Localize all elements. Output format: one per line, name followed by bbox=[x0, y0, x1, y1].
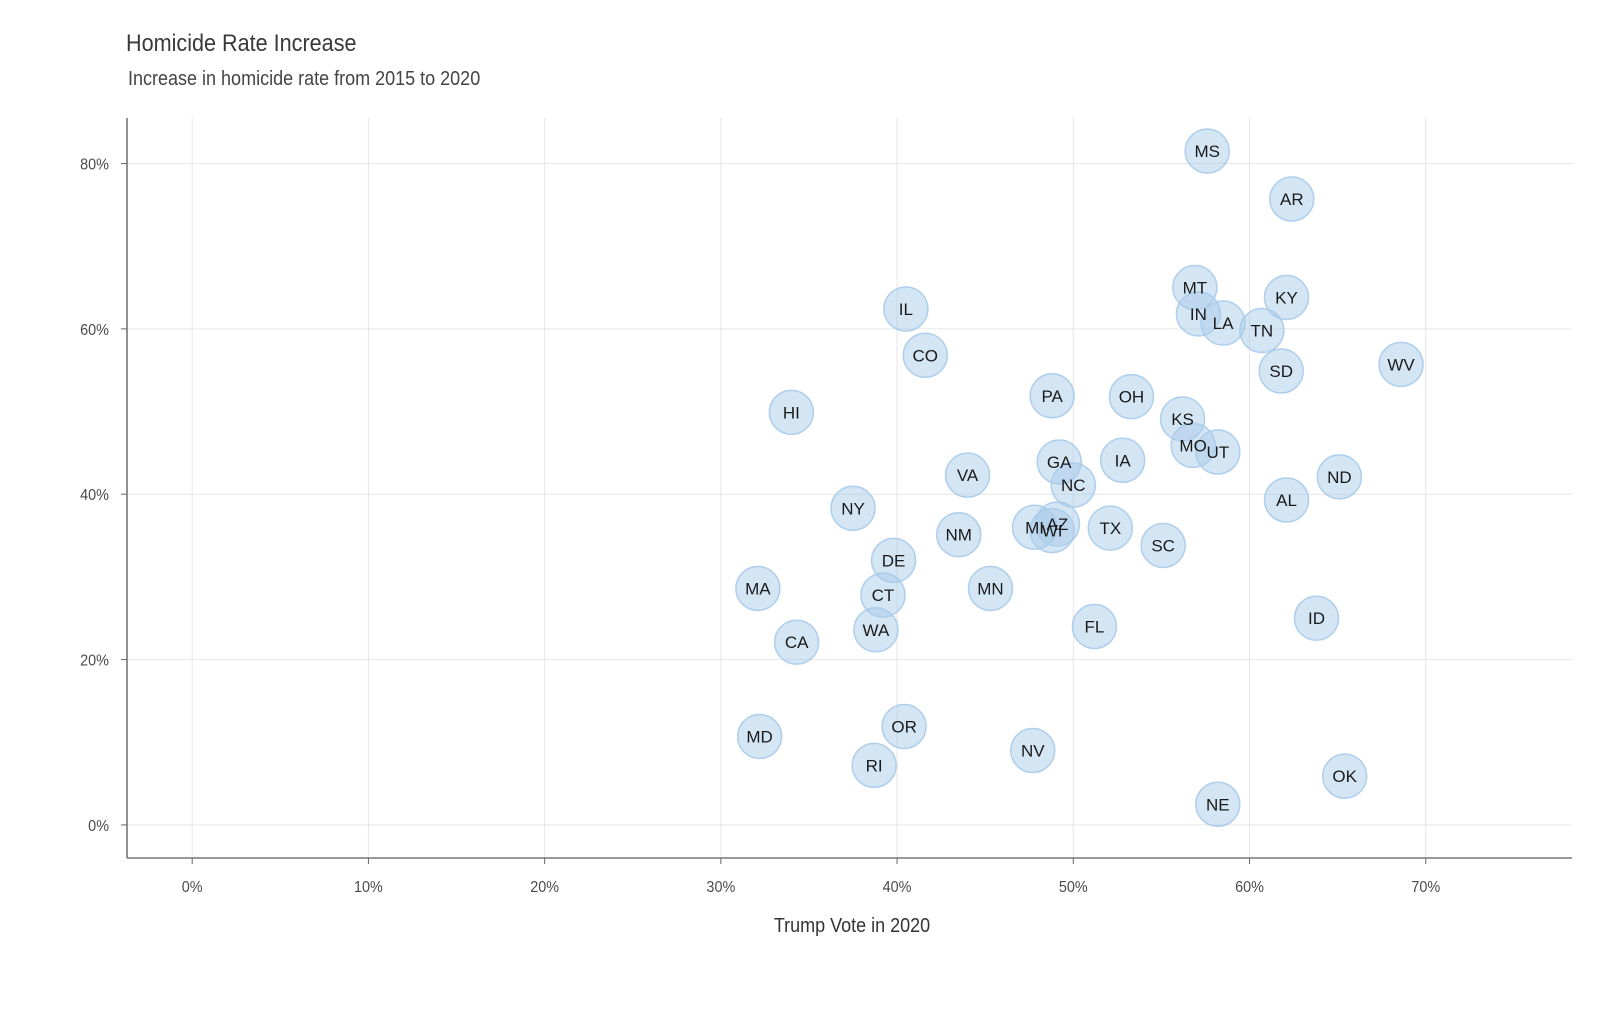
data-point bbox=[1293, 595, 1340, 641]
axes bbox=[121, 118, 1572, 864]
point-label-hi: HI bbox=[783, 403, 800, 422]
point-label-ri: RI bbox=[866, 756, 883, 775]
point-label-ma: MA bbox=[745, 579, 771, 598]
x-tick-label: 70% bbox=[1411, 878, 1440, 896]
point-label-wi: WI bbox=[1042, 522, 1063, 541]
x-axis-title: Trump Vote in 2020 bbox=[774, 915, 930, 937]
x-tick-label: 10% bbox=[354, 878, 383, 896]
point-label-ks: KS bbox=[1171, 410, 1194, 429]
x-tick-label: 50% bbox=[1059, 878, 1088, 896]
data-point bbox=[1140, 522, 1186, 569]
data-point bbox=[1010, 727, 1056, 774]
y-tick-label: 40% bbox=[80, 487, 109, 505]
point-label-md: MD bbox=[746, 727, 772, 746]
point-label-sd: SD bbox=[1269, 362, 1293, 381]
data-point bbox=[883, 286, 929, 332]
point-label-or: OR bbox=[891, 718, 917, 737]
point-label-nv: NV bbox=[1021, 742, 1045, 761]
point-labels: MS AR MT KY IL IN LA TN CO WV SD PA OH HI KS MO UT IA GA VA… bbox=[745, 142, 1415, 814]
point-label-ut: UT bbox=[1206, 443, 1229, 462]
point-label-in: IN bbox=[1190, 305, 1207, 324]
point-label-mi: MI bbox=[1025, 518, 1044, 537]
point-label-ok: OK bbox=[1332, 767, 1357, 786]
point-label-oh: OH bbox=[1119, 388, 1145, 407]
point-label-ia: IA bbox=[1115, 451, 1132, 470]
chart-title: Homicide Rate Increase bbox=[126, 30, 357, 57]
point-label-tn: TN bbox=[1251, 321, 1274, 340]
point-label-id: ID bbox=[1308, 609, 1325, 628]
point-label-tx: TX bbox=[1099, 519, 1121, 538]
data-point bbox=[1099, 437, 1146, 484]
point-label-nc: NC bbox=[1061, 476, 1086, 495]
x-tick-label: 0% bbox=[182, 878, 203, 896]
point-label-de: DE bbox=[882, 551, 906, 570]
data-point bbox=[1269, 176, 1315, 222]
data-point bbox=[1184, 128, 1230, 174]
x-tick-label: 60% bbox=[1235, 878, 1264, 896]
point-label-mn: MN bbox=[977, 579, 1003, 598]
point-label-ny: NY bbox=[841, 499, 865, 518]
data-point bbox=[1071, 603, 1118, 650]
data-point bbox=[773, 619, 820, 665]
point-label-nd: ND bbox=[1327, 468, 1352, 487]
data-point bbox=[853, 607, 899, 653]
data-point bbox=[936, 511, 982, 558]
data-point bbox=[736, 713, 783, 760]
data-point bbox=[967, 565, 1014, 612]
data-point bbox=[1316, 454, 1363, 500]
data-point bbox=[1195, 429, 1241, 475]
point-label-pa: PA bbox=[1041, 387, 1063, 406]
y-tick-label: 20% bbox=[80, 652, 109, 670]
data-point bbox=[1258, 348, 1304, 394]
data-point bbox=[1321, 753, 1368, 799]
data-point bbox=[1029, 507, 1075, 554]
point-label-sc: SC bbox=[1151, 536, 1175, 555]
data-point bbox=[851, 742, 897, 789]
data-point bbox=[1087, 505, 1134, 551]
point-label-mo: MO bbox=[1179, 436, 1206, 455]
y-tick-label: 0% bbox=[88, 817, 109, 835]
data-point bbox=[1108, 373, 1155, 420]
chart-subtitle: Increase in homicide rate from 2015 to 2… bbox=[128, 68, 481, 90]
data-point bbox=[1029, 373, 1075, 419]
point-label-wa: WA bbox=[863, 621, 890, 640]
data-point bbox=[1263, 477, 1310, 523]
point-label-mt: MT bbox=[1183, 278, 1208, 297]
point-label-ct: CT bbox=[872, 586, 895, 605]
x-tick-label: 30% bbox=[706, 878, 735, 896]
x-tick-label: 40% bbox=[883, 878, 912, 896]
point-label-ar: AR bbox=[1280, 190, 1304, 209]
data-point bbox=[768, 389, 815, 436]
x-tick-label: 20% bbox=[530, 878, 559, 896]
point-label-va: VA bbox=[957, 466, 979, 485]
y-tick-label: 60% bbox=[80, 321, 109, 339]
tick-labels: 0% 10% 20% 30% 40% 50% 60% 70% 0% 20% 40% 60% 80% bbox=[80, 156, 1440, 896]
point-label-la: LA bbox=[1213, 314, 1234, 333]
point-label-il: IL bbox=[899, 300, 913, 319]
point-label-ms: MS bbox=[1194, 142, 1220, 161]
point-label-nm: NM bbox=[946, 526, 972, 545]
point-label-ne: NE bbox=[1206, 795, 1230, 814]
point-label-co: CO bbox=[913, 346, 939, 365]
data-point bbox=[830, 485, 876, 532]
data-point bbox=[1378, 341, 1424, 388]
point-label-ky: KY bbox=[1275, 288, 1298, 307]
data-point bbox=[1050, 462, 1097, 508]
data-point bbox=[1263, 274, 1310, 321]
point-label-ca: CA bbox=[785, 633, 809, 652]
data-point bbox=[944, 452, 991, 498]
point-label-ga: GA bbox=[1047, 453, 1072, 472]
y-tick-label: 80% bbox=[80, 156, 109, 174]
point-label-az: AZ bbox=[1047, 515, 1069, 534]
point-label-al: AL bbox=[1276, 491, 1297, 510]
data-point bbox=[1195, 781, 1241, 828]
point-label-wv: WV bbox=[1387, 355, 1415, 374]
data-point bbox=[902, 332, 949, 379]
data-point bbox=[881, 703, 927, 750]
point-label-fl: FL bbox=[1085, 617, 1105, 636]
data-points bbox=[735, 128, 1424, 828]
data-point bbox=[735, 565, 781, 612]
data-point bbox=[1239, 307, 1285, 354]
